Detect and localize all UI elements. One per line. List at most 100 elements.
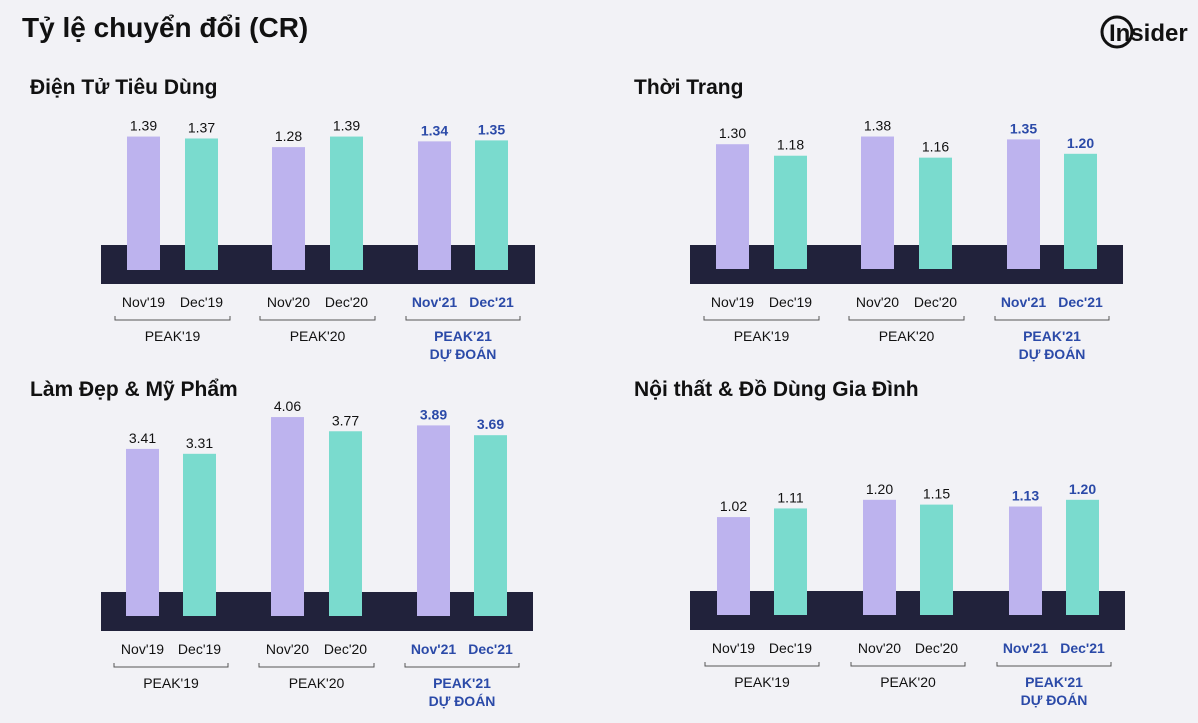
tick-label: Dec'20: [914, 294, 957, 310]
chart-band: [101, 592, 533, 631]
tick-label: Nov'19: [121, 641, 164, 657]
tick-label: Dec'20: [325, 294, 368, 310]
tick-label: Nov'21: [1001, 294, 1047, 310]
data-label: 3.89: [420, 406, 447, 422]
group-label: PEAK'20: [290, 328, 346, 344]
data-label: 1.02: [720, 498, 747, 514]
conversion-rate-charts: 1.39 Nov'19 1.37 Dec'19 1.28 Nov'20 1.39 Dec'20…: [0, 0, 1198, 723]
data-label: 1.11: [777, 489, 803, 505]
group-label: PEAK'19: [734, 674, 790, 690]
group-label: PEAK'19: [143, 675, 199, 691]
bar: [920, 505, 953, 615]
group-label: PEAK'20: [289, 675, 345, 691]
group-bracket: [851, 662, 965, 666]
group-bracket: [115, 316, 230, 320]
bar: [716, 144, 749, 269]
data-label: 1.38: [864, 118, 891, 134]
group-label: DỰ ĐOÁN: [429, 693, 496, 709]
bar: [863, 500, 896, 615]
bar: [418, 141, 451, 270]
group-label: PEAK'19: [734, 328, 790, 344]
group-label: PEAK'21: [434, 328, 492, 344]
data-label: 4.06: [274, 398, 301, 414]
data-label: 1.20: [1067, 135, 1094, 151]
data-label: 3.41: [129, 430, 156, 446]
chart-band: [690, 591, 1125, 630]
bar: [1009, 507, 1042, 615]
data-label: 1.37: [188, 119, 215, 135]
data-label: 1.35: [478, 121, 505, 137]
group-label: DỰ ĐOÁN: [1019, 346, 1086, 362]
tick-label: Dec'20: [915, 640, 958, 656]
data-label: 1.34: [421, 122, 448, 138]
tick-label: Dec'19: [180, 294, 223, 310]
bar: [861, 137, 894, 269]
bar: [717, 517, 750, 615]
data-label: 1.39: [333, 118, 360, 134]
bar: [126, 449, 159, 616]
data-label: 3.69: [477, 416, 504, 432]
bar: [272, 147, 305, 270]
tick-label: Nov'20: [267, 294, 310, 310]
group-label: PEAK'19: [145, 328, 201, 344]
group-label: PEAK'20: [880, 674, 936, 690]
group-label: DỰ ĐOÁN: [1021, 692, 1088, 708]
bar: [774, 508, 807, 615]
data-label: 1.35: [1010, 120, 1037, 136]
tick-label: Dec'19: [769, 640, 812, 656]
group-bracket: [704, 316, 819, 320]
tick-label: Dec'21: [1060, 640, 1105, 656]
tick-label: Dec'21: [469, 294, 514, 310]
bar: [271, 417, 304, 616]
tick-label: Nov'21: [412, 294, 458, 310]
data-label: 1.20: [866, 481, 893, 497]
group-bracket: [259, 663, 374, 667]
bar: [919, 158, 952, 269]
tick-label: Nov'19: [712, 640, 755, 656]
tick-label: Nov'21: [411, 641, 457, 657]
data-label: 1.15: [923, 486, 950, 502]
tick-label: Nov'19: [711, 294, 754, 310]
tick-label: Dec'21: [468, 641, 513, 657]
bar: [475, 140, 508, 270]
tick-label: Dec'21: [1058, 294, 1103, 310]
group-bracket: [406, 316, 520, 320]
group-label: PEAK'21: [1025, 674, 1083, 690]
tick-label: Nov'21: [1003, 640, 1049, 656]
group-label: PEAK'20: [879, 328, 935, 344]
data-label: 1.30: [719, 125, 746, 141]
bar: [1064, 154, 1097, 269]
tick-label: Dec'19: [178, 641, 221, 657]
data-label: 1.16: [922, 139, 949, 155]
group-label: DỰ ĐOÁN: [430, 346, 497, 362]
tick-label: Nov'20: [856, 294, 899, 310]
bar: [474, 435, 507, 616]
data-label: 1.28: [275, 128, 302, 144]
group-bracket: [849, 316, 964, 320]
bar: [1007, 139, 1040, 269]
bar: [417, 425, 450, 616]
bar: [329, 431, 362, 616]
data-label: 1.20: [1069, 481, 1096, 497]
bar: [1066, 500, 1099, 615]
chart-band: [101, 245, 535, 284]
bar: [183, 454, 216, 616]
tick-label: Nov'20: [266, 641, 309, 657]
data-label: 1.13: [1012, 488, 1039, 504]
group-bracket: [705, 662, 819, 666]
tick-label: Dec'20: [324, 641, 367, 657]
chart-band: [690, 245, 1123, 284]
group-bracket: [260, 316, 375, 320]
data-label: 1.18: [777, 137, 804, 153]
data-label: 1.39: [130, 118, 157, 134]
tick-label: Nov'19: [122, 294, 165, 310]
group-bracket: [995, 316, 1109, 320]
bar: [330, 137, 363, 270]
group-bracket: [997, 662, 1111, 666]
bar: [185, 138, 218, 270]
tick-label: Nov'20: [858, 640, 901, 656]
group-bracket: [405, 663, 519, 667]
bar: [774, 156, 807, 269]
group-label: PEAK'21: [433, 675, 491, 691]
group-label: PEAK'21: [1023, 328, 1081, 344]
